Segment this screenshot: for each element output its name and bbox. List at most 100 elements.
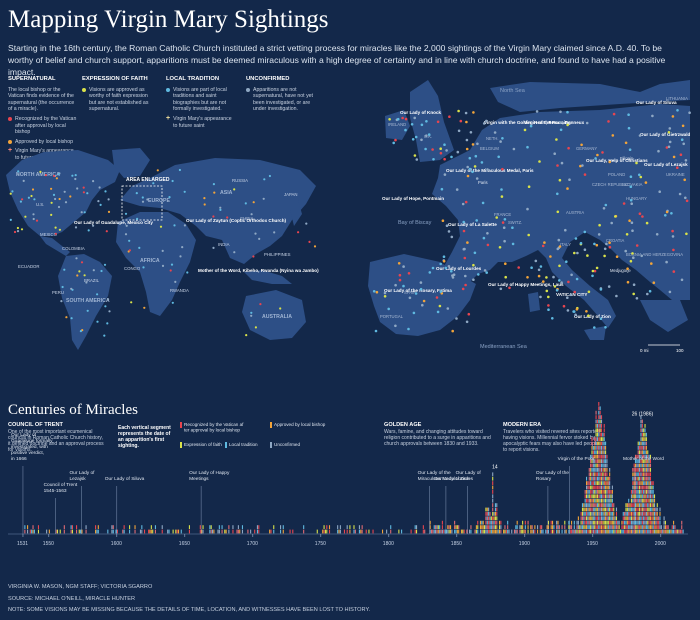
apparition-segment: [641, 498, 643, 503]
sighting-dot: [388, 118, 391, 121]
sighting-dot: [500, 195, 504, 198]
sighting-dot: [425, 134, 428, 137]
apparition-segment: [654, 516, 656, 521]
apparition-segment: [615, 520, 618, 525]
apparition-segment: [658, 520, 660, 525]
apparition-segment: [603, 498, 605, 503]
apparition-segment: [515, 529, 517, 534]
sighting-dot: [82, 191, 85, 194]
apparition-segment: [416, 529, 418, 534]
sighting-dot: [107, 210, 111, 213]
apparition-segment: [640, 424, 642, 428]
apparition-segment: [599, 437, 601, 441]
apparition-segment: [639, 463, 641, 468]
sighting-dot: [450, 269, 453, 273]
apparition-segment: [644, 463, 646, 468]
country-label: POLAND: [608, 172, 625, 177]
apparition-segment: [647, 476, 649, 481]
apparition-segment: [649, 481, 652, 485]
apparition-segment: [640, 441, 642, 446]
apparition-segment: [641, 450, 643, 455]
apparition-segment: [358, 529, 360, 534]
apparition-segment: [422, 525, 424, 529]
apparition-segment: [671, 529, 673, 534]
apparition-segment: [111, 525, 113, 529]
sighting-dot: [394, 138, 397, 142]
apparition-segment: [568, 529, 570, 534]
apparition-segment: [586, 498, 588, 503]
apparition-segment: [602, 432, 604, 437]
apparition-segment: [637, 450, 639, 455]
sighting-dot: [457, 129, 461, 133]
apparition-segment: [595, 498, 597, 503]
apparition-segment: [443, 529, 445, 534]
apparition-segment: [598, 441, 600, 446]
apparition-segment: [651, 516, 653, 521]
apparition-segment: [141, 529, 143, 534]
apparition-segment: [587, 485, 589, 490]
sighting-dot: [441, 219, 445, 222]
sighting-dot: [425, 120, 428, 123]
apparition-segment: [643, 428, 645, 433]
apparition-segment: [586, 481, 588, 485]
sighting-dot: [684, 196, 687, 200]
apparition-segment: [580, 516, 582, 521]
sighting-dot: [595, 243, 599, 247]
apparition-segment: [583, 520, 585, 525]
apparition-segment: [27, 529, 29, 534]
apparition-segment: [643, 450, 645, 455]
apparition-segment: [591, 446, 593, 450]
apparition-segment: [673, 520, 675, 525]
sighting-dot: [472, 263, 475, 267]
apparition-segment: [606, 472, 608, 477]
apparition-segment: [584, 507, 586, 512]
apparition-segment: [361, 525, 363, 529]
apparition-segment: [648, 494, 650, 499]
apparition-segment: [492, 485, 494, 490]
sighting-dot: [54, 197, 57, 201]
sighting-dot: [566, 309, 570, 312]
scale-bar: 0 mi 100: [640, 344, 684, 353]
sighting-dot: [174, 280, 177, 283]
apparition-segment: [626, 520, 628, 525]
sighting-dot: [183, 224, 186, 227]
apparition-segment: [654, 507, 656, 512]
faith-dot-icon: [82, 87, 86, 92]
apparition-segment: [655, 529, 657, 534]
apparition-segment: [634, 459, 637, 463]
sighting-dot: [469, 131, 473, 134]
apparition-segment: [636, 472, 638, 477]
sighting-dot: [96, 293, 99, 296]
timeline-legend-label: Recognized by the Vatican af: [184, 422, 244, 427]
apparition-segment: [129, 529, 131, 534]
apparition-segment: [592, 454, 594, 459]
country-label: PHILIPPINES: [264, 252, 291, 257]
apparition-segment: [640, 490, 642, 494]
apparition-segment: [648, 490, 650, 494]
sighting-dot: [61, 285, 64, 289]
apparition-segment: [652, 481, 654, 485]
sighting-dot: [212, 215, 215, 218]
sighting-dot: [534, 259, 538, 263]
apparition-segment: [588, 498, 590, 503]
apparition-segment: [603, 529, 605, 534]
sighting-dot: [574, 237, 578, 240]
apparition-segment: [644, 490, 646, 494]
apparition-segment: [280, 525, 282, 529]
apparition-segment: [583, 507, 585, 512]
apparition-segment: [557, 525, 559, 529]
sighting-dot: [27, 196, 30, 199]
sighting-dot: [678, 192, 682, 196]
apparition-segment: [644, 424, 646, 428]
country-label: CZECH REPUBLIC: [592, 182, 629, 187]
apparition-segment: [633, 472, 635, 477]
apparition-segment: [610, 494, 612, 499]
city-label: Paris: [478, 180, 488, 185]
apparition-segment: [592, 485, 594, 490]
sighting-dot: [32, 213, 35, 216]
apparition-segment: [209, 529, 211, 534]
apparition-segment: [599, 446, 601, 450]
apparition-segment: [592, 450, 594, 455]
page-title: Mapping Virgin Mary Sightings: [8, 6, 329, 33]
apparition-segment: [634, 512, 637, 516]
